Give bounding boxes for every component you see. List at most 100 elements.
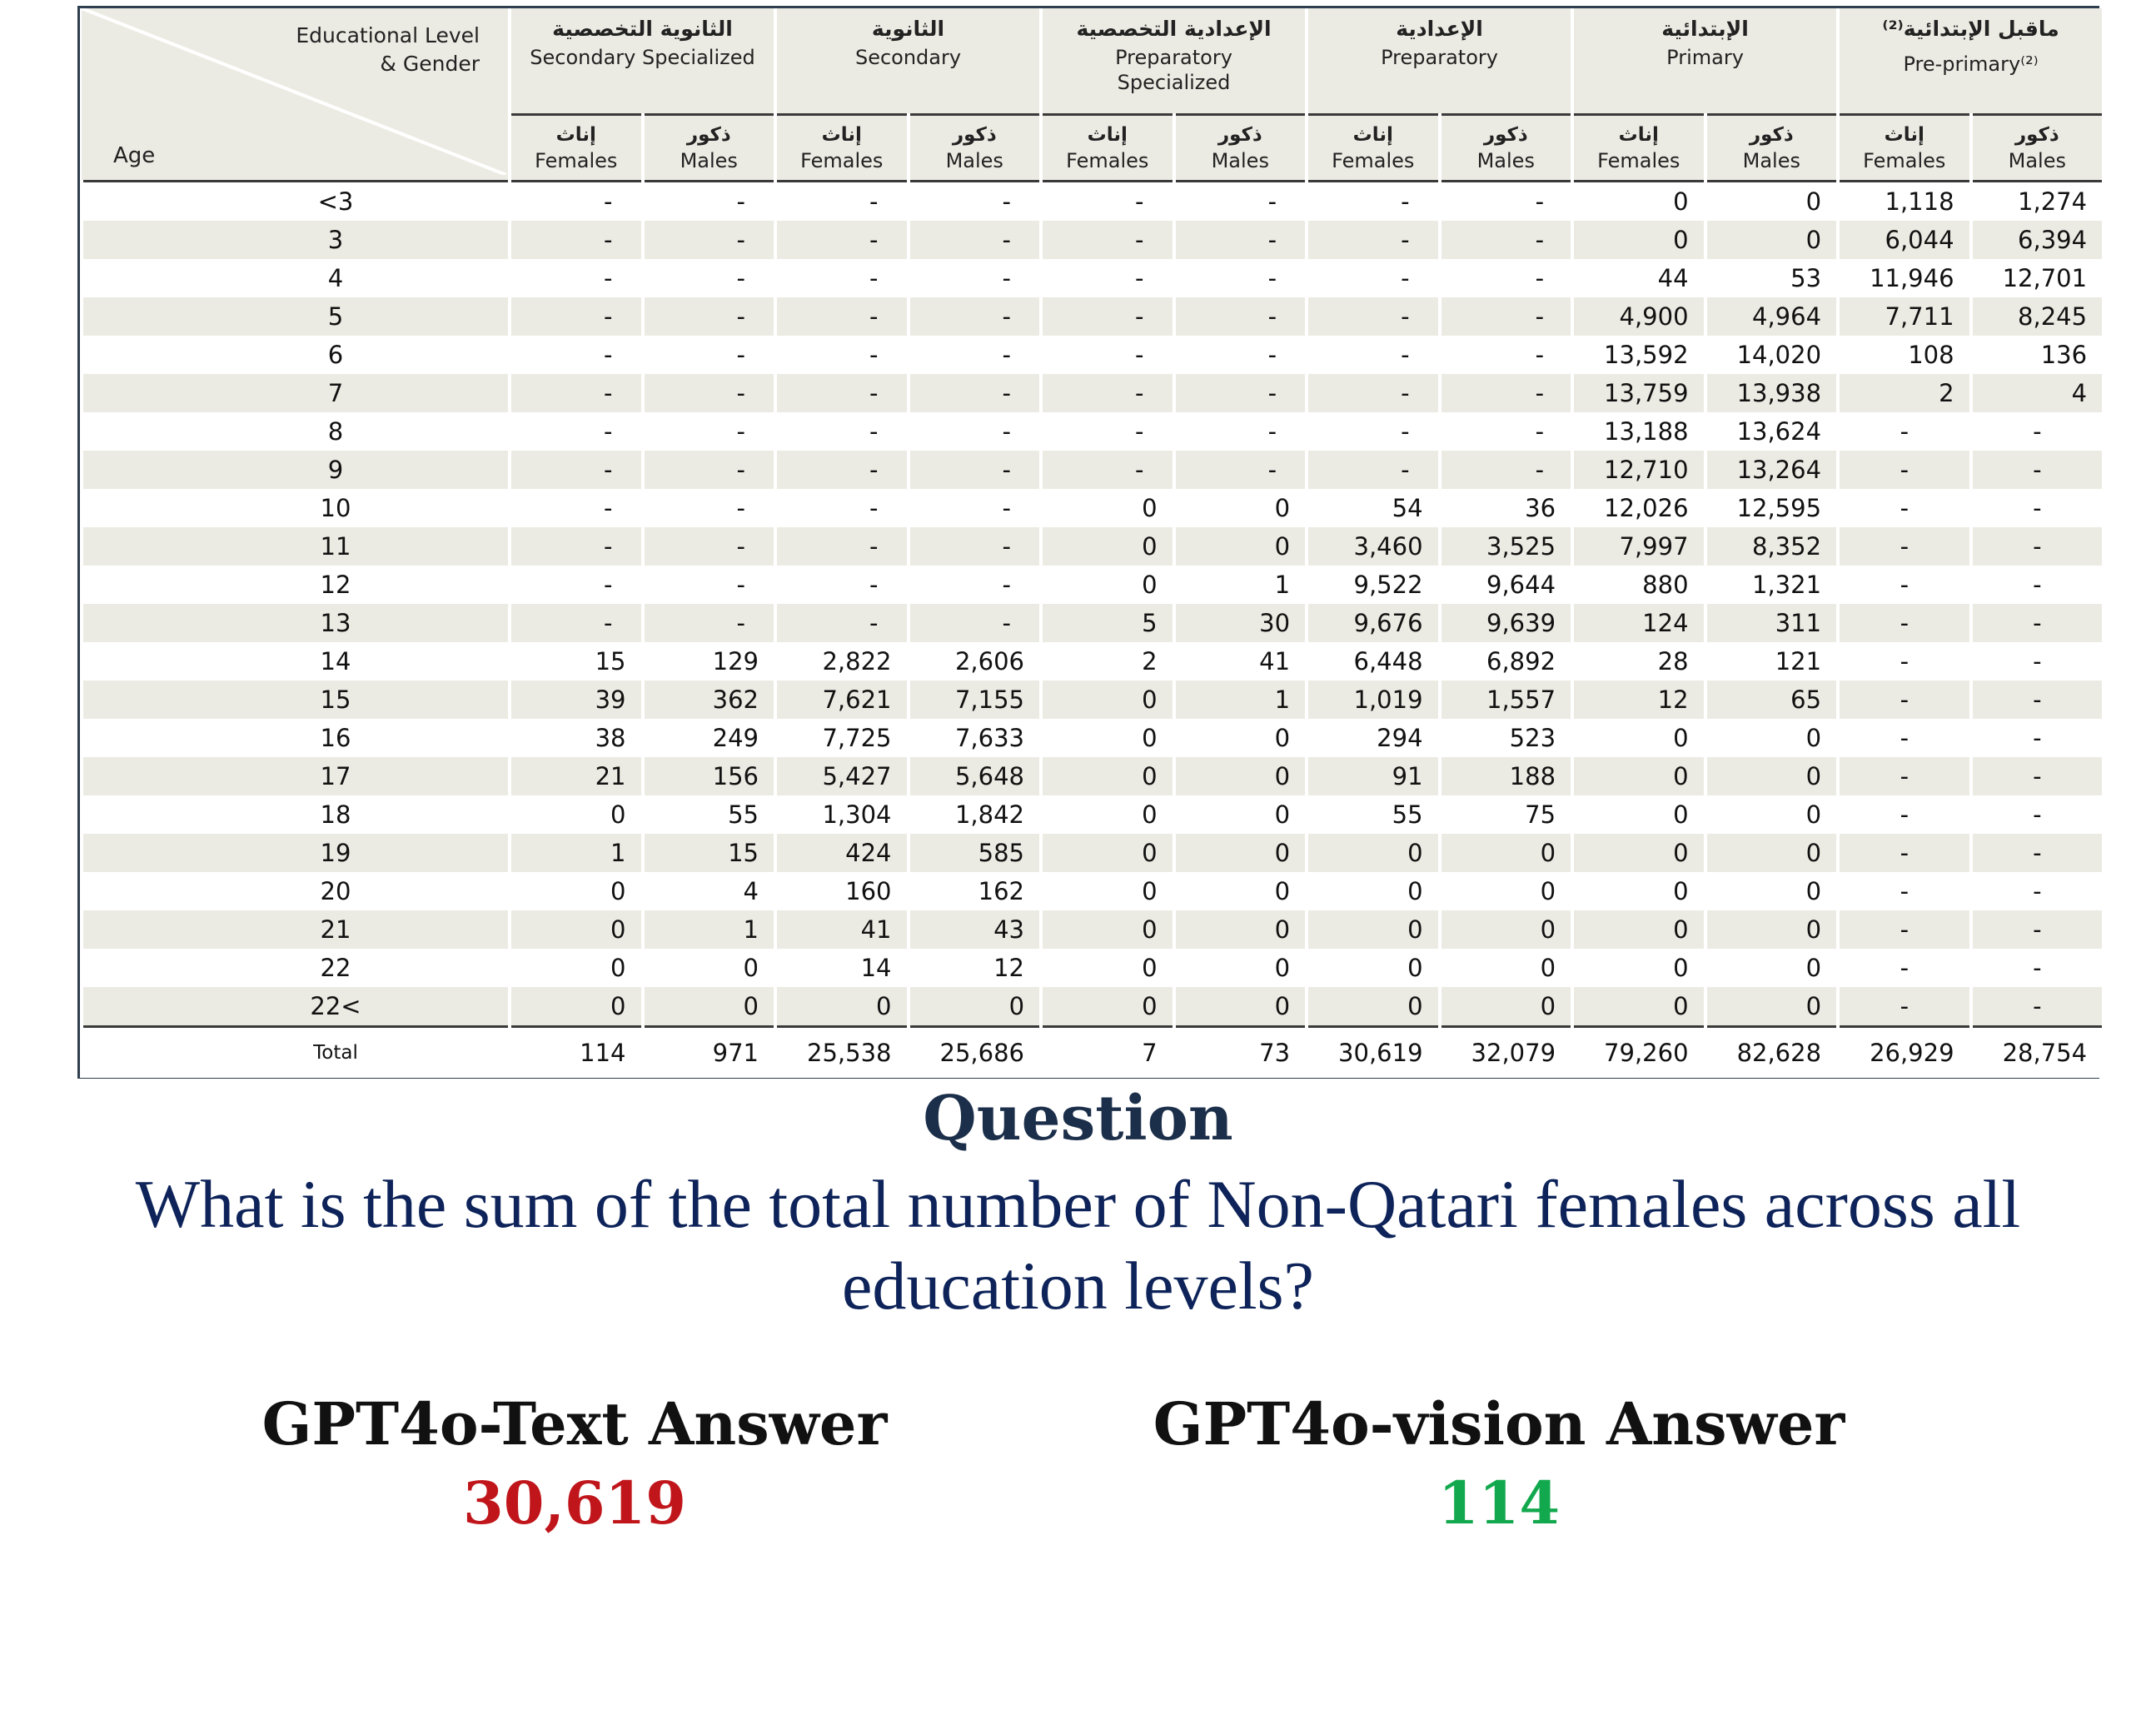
value-cell: 2,822: [774, 642, 910, 681]
table-row: 18 0 55 1,304 1,842 0 0 55 75 0 0- -: [80, 795, 2106, 834]
value-cell: -: [508, 259, 645, 297]
value-cell: -: [906, 451, 1043, 489]
value-cell: 160: [774, 872, 910, 910]
value-cell: 0: [1571, 757, 1707, 795]
group-english-label: Secondary: [854, 46, 962, 69]
table-row: 14 15 129 2,822 2,606 2 41 6,448 6,892 28 121- -: [80, 642, 2106, 681]
subheader-males: ذكور Males: [1703, 114, 1840, 182]
value-cell: -: [774, 489, 910, 527]
value-cell: -: [1836, 719, 1973, 757]
value-cell: -: [1437, 221, 1575, 259]
value-cell: -: [640, 297, 777, 336]
educational-level-label: Educational Level: [296, 23, 480, 47]
value-cell: 294: [1305, 719, 1441, 757]
value-cell: 4: [1969, 374, 2106, 412]
value-cell: -: [774, 566, 910, 604]
value-cell: -: [1969, 451, 2106, 489]
value-cell: -: [1969, 757, 2106, 795]
value-cell: -: [640, 451, 777, 489]
table-row: 3- - - - - - - -0 0 6,044 6,394: [80, 221, 2106, 259]
value-cell: -: [906, 489, 1043, 527]
total-value-cell: 32,079: [1437, 1025, 1575, 1078]
subheader-english-label: Males: [2008, 148, 2066, 172]
value-cell: -: [1305, 336, 1441, 374]
question-text: What is the sum of the total number of N…: [135, 1166, 2021, 1324]
group-english-label: Preparatory: [1381, 46, 1498, 69]
value-cell: 0: [508, 987, 645, 1027]
group-arabic-label: الثانوية التخصصية: [552, 17, 733, 41]
subheader-arabic-label: إناث: [1352, 123, 1393, 146]
value-cell: -: [1836, 489, 1973, 527]
value-cell: 880: [1571, 566, 1707, 604]
value-cell: 7,997: [1571, 527, 1707, 566]
total-row: Total 114 971 25,538 25,686 7 73 30,619 32,079 79…: [80, 1025, 2106, 1078]
value-cell: 0: [1305, 910, 1441, 949]
subheader-arabic-label: إناث: [821, 123, 862, 146]
value-cell: 15: [640, 834, 777, 872]
question-title: Question: [923, 1083, 1233, 1154]
value-cell: 9,639: [1437, 604, 1575, 642]
value-cell: 1,304: [774, 795, 910, 834]
value-cell: -: [1969, 681, 2106, 719]
value-cell: 0: [1703, 181, 1840, 221]
value-cell: 4,964: [1703, 297, 1840, 336]
value-cell: 12: [1571, 681, 1707, 719]
value-cell: -: [508, 221, 645, 259]
value-cell: -: [906, 412, 1043, 451]
subheader-arabic-label: إناث: [1884, 123, 1924, 146]
value-cell: -: [508, 451, 645, 489]
education-statistics-table: Educational Level & Gender Age الثانوية …: [80, 8, 2106, 1078]
subheader-arabic-label: إناث: [1618, 123, 1659, 146]
text-model-answer-value: 30,619: [463, 1468, 686, 1538]
value-cell: -: [1172, 412, 1309, 451]
value-cell: -: [1172, 336, 1309, 374]
value-cell: 0: [508, 949, 645, 987]
educational-level-header: Educational Level & Gender: [296, 22, 480, 78]
group-english-label: Pre-primary⁽²⁾: [1903, 52, 2039, 76]
vision-model-answer-label: GPT4o-vision Answer: [1153, 1389, 1845, 1458]
value-cell: -: [1969, 910, 2106, 949]
value-cell: -: [1836, 451, 1973, 489]
value-cell: -: [1969, 566, 2106, 604]
value-cell: 0: [1039, 795, 1176, 834]
value-cell: 0: [1172, 527, 1309, 566]
value-cell: 108: [1836, 336, 1973, 374]
value-cell: -: [1836, 566, 1973, 604]
value-cell: -: [1437, 259, 1575, 297]
value-cell: 4,900: [1571, 297, 1707, 336]
value-cell: -: [1836, 681, 1973, 719]
value-cell: 0: [1039, 987, 1176, 1027]
table-row: <3- - - - - - - -0 0 1,118 1,274: [80, 181, 2106, 221]
value-cell: 0: [1172, 489, 1309, 527]
group-arabic-label: ماقبل الإبتدائية⁽²⁾: [1882, 17, 2059, 41]
group-english-label-line2: Specialized: [1117, 71, 1231, 94]
value-cell: -: [1969, 872, 2106, 910]
value-cell: -: [774, 374, 910, 412]
value-cell: -: [1039, 221, 1176, 259]
value-cell: 13,759: [1571, 374, 1707, 412]
subheader-females: إناث Females: [1836, 114, 1973, 182]
age-cell: 3: [80, 221, 511, 259]
subheader-english-label: Males: [945, 148, 1003, 172]
text-model-answer: GPT4o-Text Answer 30,619: [200, 1387, 949, 1545]
subheader-arabic-label: ذكور: [2014, 123, 2059, 146]
value-cell: -: [1969, 527, 2106, 566]
subheader-english-label: Males: [1211, 148, 1269, 172]
value-cell: -: [774, 527, 910, 566]
value-cell: 0: [1703, 949, 1840, 987]
value-cell: 7,621: [774, 681, 910, 719]
value-cell: 6,394: [1969, 221, 2106, 259]
value-cell: -: [1039, 336, 1176, 374]
table-row: 21 0 1 41 43 0 0 0 0 0 0- -: [80, 910, 2106, 949]
subheader-english-label: Females: [535, 148, 618, 172]
age-cell: 7: [80, 374, 511, 412]
value-cell: 136: [1969, 336, 2106, 374]
value-cell: -: [1305, 297, 1441, 336]
total-value-cell: 25,538: [774, 1025, 910, 1078]
value-cell: 0: [1437, 987, 1575, 1027]
value-cell: -: [1836, 412, 1973, 451]
value-cell: 11,946: [1836, 259, 1973, 297]
subheader-arabic-label: ذكور: [1217, 123, 1262, 146]
value-cell: 75: [1437, 795, 1575, 834]
total-value-cell: 79,260: [1571, 1025, 1707, 1078]
